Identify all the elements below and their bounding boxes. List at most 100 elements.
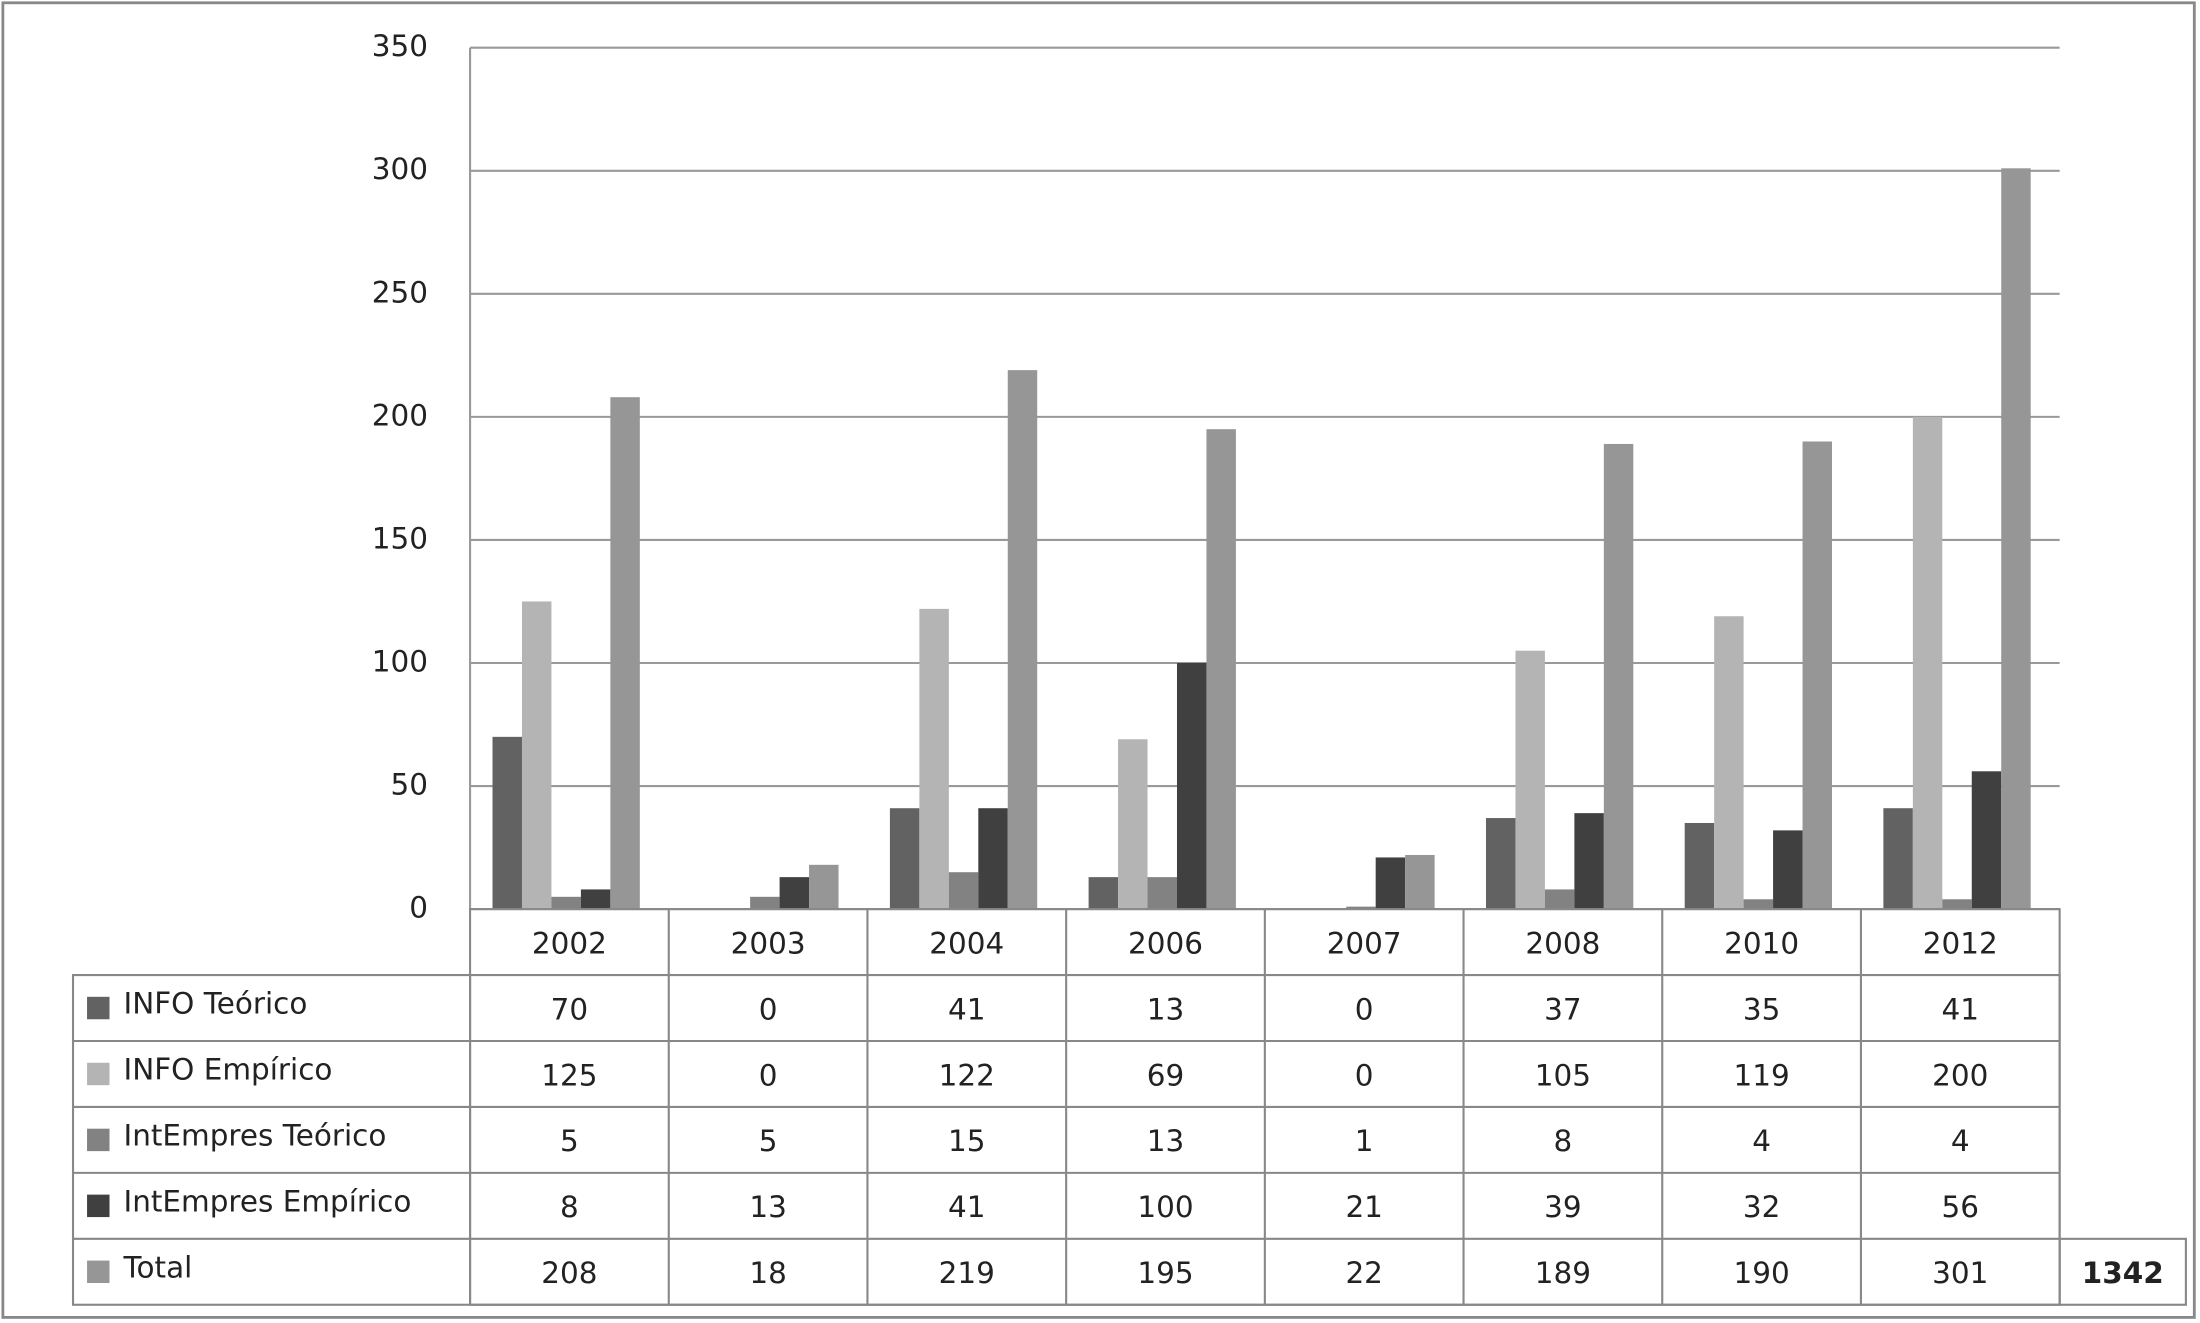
bar — [919, 608, 949, 910]
bar — [1773, 830, 1803, 910]
table-cell: 0 — [1355, 992, 1374, 1026]
table-cell: 13 — [1147, 1124, 1184, 1158]
bar — [1883, 808, 1913, 910]
table-cell: 200 — [1932, 1058, 1988, 1092]
bar — [1743, 899, 1774, 910]
table-cell: 69 — [1147, 1058, 1184, 1092]
table-cell: 13 — [1147, 992, 1184, 1026]
bar — [889, 808, 920, 910]
table-cell: 190 — [1733, 1256, 1789, 1290]
bar — [492, 736, 522, 910]
table-cell: 208 — [541, 1256, 597, 1290]
bar — [978, 808, 1008, 910]
x-tick-label: 2004 — [929, 926, 1004, 960]
bar — [1574, 813, 1604, 910]
bar — [1912, 416, 1943, 910]
x-tick-label: 2002 — [532, 926, 607, 960]
table-cell: 18 — [749, 1256, 786, 1290]
table-cell: 32 — [1743, 1190, 1780, 1224]
bar — [809, 864, 839, 910]
table-cell: 0 — [1355, 1058, 1374, 1092]
bar — [1375, 857, 1406, 910]
table-cell: 5 — [759, 1124, 778, 1158]
x-tick-label: 2008 — [1525, 926, 1600, 960]
legend-swatch — [87, 1062, 110, 1086]
table-cell: 22 — [1345, 1256, 1382, 1290]
bar — [1942, 899, 1972, 910]
bar — [1206, 429, 1236, 910]
legend-label: IntEmpres Teórico — [124, 1119, 387, 1153]
x-tick-label: 2012 — [1923, 926, 1998, 960]
bar — [521, 601, 552, 910]
table-cell: 41 — [1942, 992, 1979, 1026]
table-cell: 35 — [1743, 992, 1780, 1026]
legend-swatch — [87, 996, 110, 1020]
y-tick-label: 150 — [372, 521, 428, 555]
grand-total-cell — [2058, 1237, 2187, 1306]
table-cell: 301 — [1932, 1256, 1988, 1290]
table-cell: 125 — [541, 1058, 597, 1092]
table-cell: 70 — [551, 992, 588, 1026]
table-cell: 41 — [948, 992, 985, 1026]
legend-swatch — [87, 1194, 110, 1218]
bar — [779, 877, 810, 910]
table-cell: 1 — [1355, 1124, 1374, 1158]
bar — [1147, 877, 1177, 910]
table-cell: 37 — [1544, 992, 1581, 1026]
legend-label: Total — [123, 1250, 193, 1284]
bar — [750, 896, 780, 910]
bar — [1405, 854, 1435, 910]
grand-total: 1342 — [2082, 1256, 2164, 1290]
y-tick-label: 300 — [372, 152, 428, 186]
table-cell: 41 — [948, 1190, 985, 1224]
bar — [1603, 443, 1634, 910]
table-cell: 4 — [1752, 1124, 1771, 1158]
bar — [610, 397, 640, 910]
bar — [1544, 889, 1575, 910]
table-cell: 21 — [1345, 1190, 1382, 1224]
bar — [948, 872, 979, 910]
y-tick-label: 100 — [372, 645, 428, 679]
legend-label: INFO Teórico — [124, 987, 308, 1021]
table-cell: 8 — [1554, 1124, 1573, 1158]
table-cell: 189 — [1535, 1256, 1591, 1290]
bar — [1088, 877, 1119, 910]
table-cell: 219 — [939, 1256, 995, 1290]
table-cell: 8 — [560, 1190, 579, 1224]
x-tick-label: 2007 — [1327, 926, 1402, 960]
x-tick-label: 2003 — [731, 926, 806, 960]
table-cell: 105 — [1535, 1058, 1591, 1092]
bar — [1118, 739, 1148, 910]
y-tick-label: 50 — [390, 768, 427, 802]
table-cell: 4 — [1951, 1124, 1970, 1158]
legend-label: IntEmpres Empírico — [124, 1185, 412, 1219]
bar — [2001, 168, 2031, 910]
y-tick-label: 0 — [409, 891, 428, 925]
legend-swatch — [87, 1128, 110, 1152]
bar — [1714, 616, 1744, 910]
x-tick-label: 2010 — [1724, 926, 1799, 960]
bar — [1802, 441, 1832, 910]
legend-swatch — [87, 1260, 110, 1284]
table-cell: 0 — [759, 1058, 778, 1092]
bar — [1176, 663, 1207, 910]
legend-label: INFO Empírico — [124, 1053, 333, 1087]
table-cell: 122 — [939, 1058, 995, 1092]
bar — [1684, 822, 1715, 910]
table-cell: 195 — [1137, 1256, 1193, 1290]
table-cell: 5 — [560, 1124, 579, 1158]
bar — [1485, 818, 1516, 910]
table-cell: 0 — [759, 992, 778, 1026]
bar — [1346, 906, 1376, 910]
x-tick-label: 2006 — [1128, 926, 1203, 960]
table-cell: 119 — [1733, 1058, 1789, 1092]
y-tick-label: 350 — [372, 29, 428, 63]
bar — [1971, 771, 2002, 910]
table-cell: 56 — [1942, 1190, 1979, 1224]
bar — [580, 889, 611, 910]
bar — [551, 896, 581, 910]
table-cell: 13 — [749, 1190, 786, 1224]
y-tick-label: 250 — [372, 275, 428, 309]
table-cell: 100 — [1137, 1190, 1193, 1224]
